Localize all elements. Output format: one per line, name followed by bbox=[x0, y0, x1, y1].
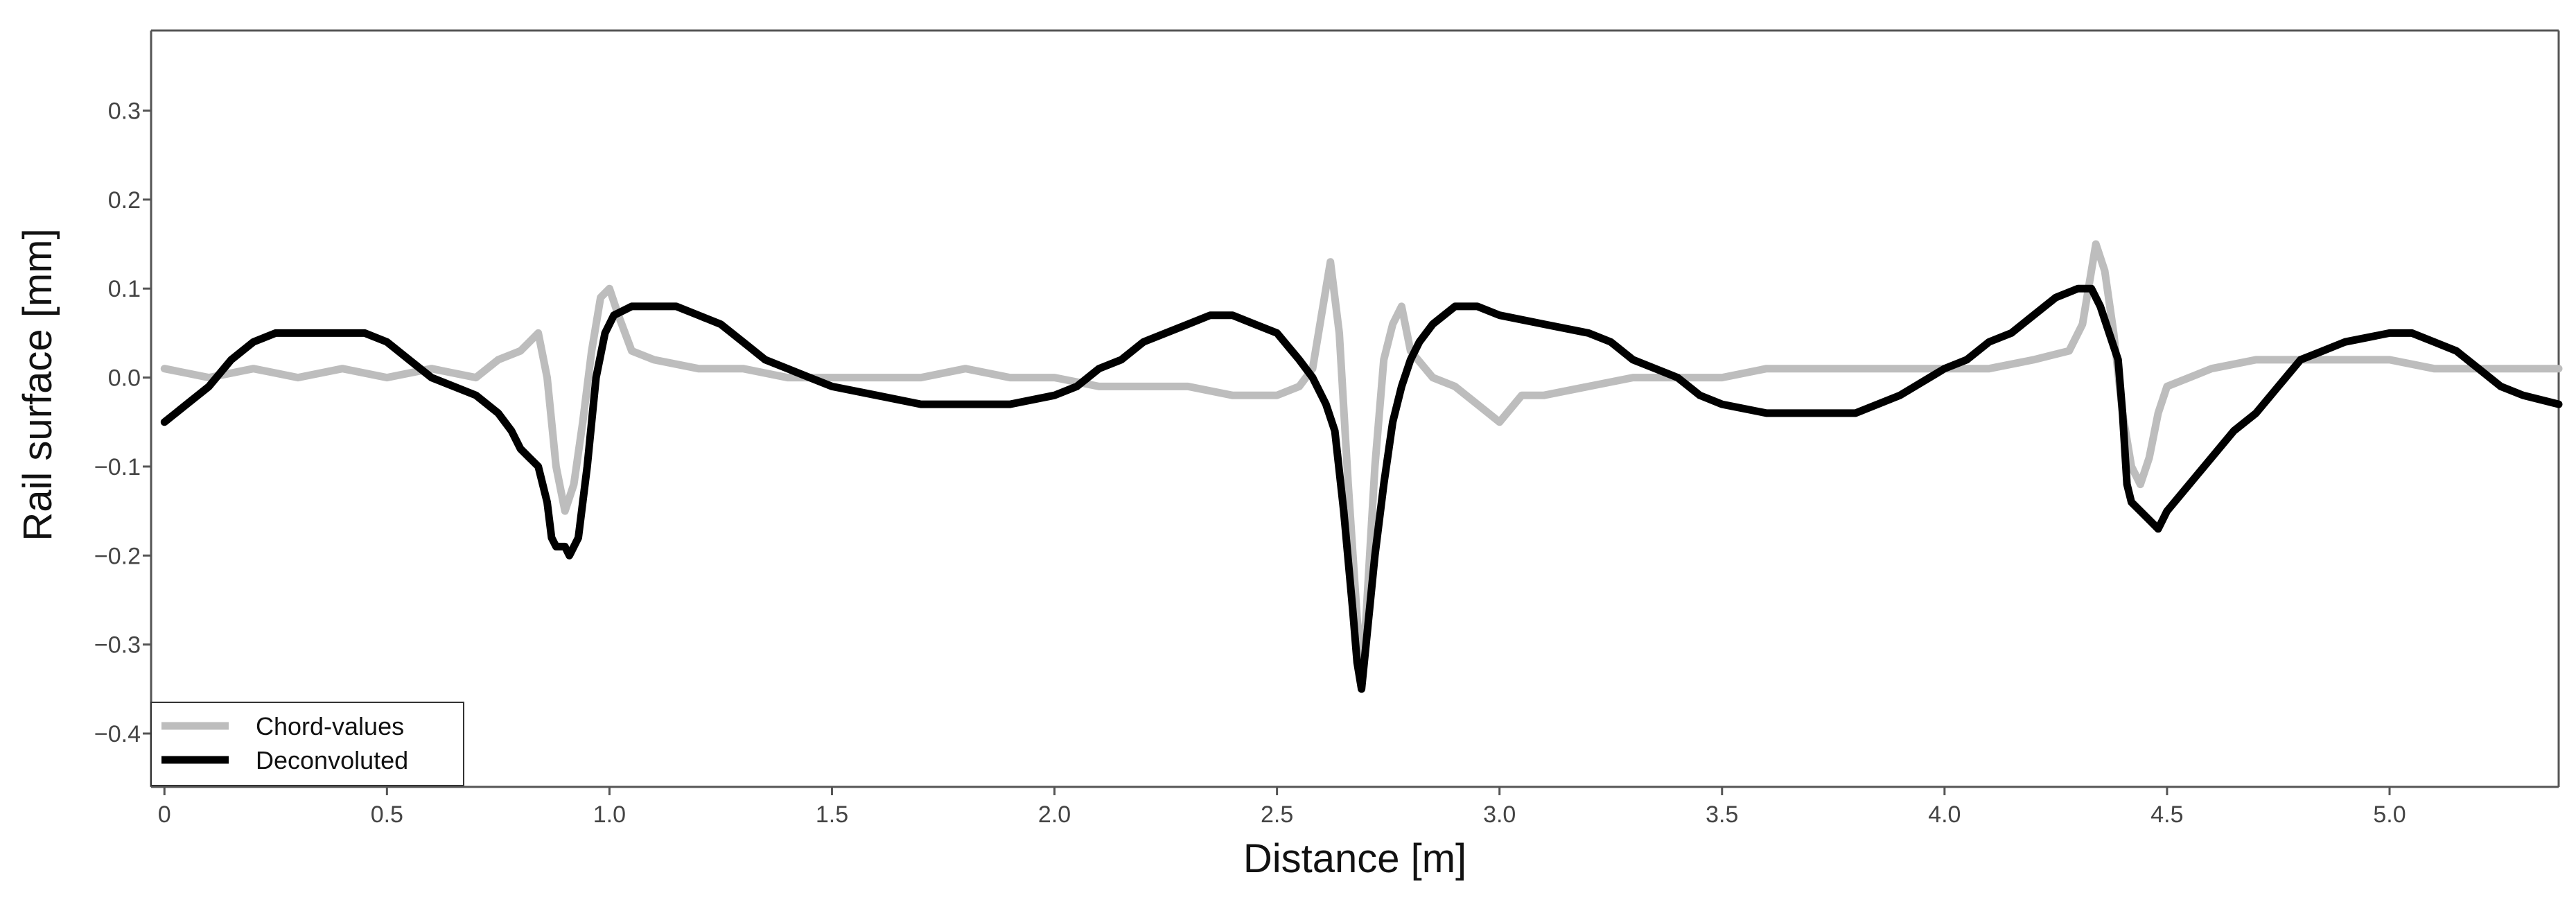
x-tick-label: 1.5 bbox=[816, 801, 848, 828]
y-tick-label: 0.3 bbox=[108, 98, 141, 125]
x-axis-ticks: 0 0.5 1.0 1.5 2.0 2.5 3.0 3.5 4.0 4.5 5.0 bbox=[158, 787, 2406, 828]
legend-label-deconvoluted: Deconvoluted bbox=[256, 746, 408, 774]
series-line-deconvoluted bbox=[160, 284, 2563, 693]
y-axis-title: Rail surface [mm] bbox=[15, 228, 60, 541]
x-tick-label: 3.0 bbox=[1483, 801, 1516, 828]
y-tick-label: 0.1 bbox=[108, 276, 141, 302]
y-tick-label: −0.3 bbox=[94, 632, 141, 659]
x-tick-label: 4.0 bbox=[1928, 801, 1961, 828]
y-tick-label: 0.2 bbox=[108, 187, 141, 214]
plot-frame bbox=[150, 29, 2560, 788]
x-tick-label: 4.5 bbox=[2150, 801, 2183, 828]
y-axis-ticks: 0.3 0.2 0.1 0.0 −0.1 −0.2 −0.3 −0.4 bbox=[94, 98, 151, 747]
x-tick-label: 0.5 bbox=[371, 801, 403, 828]
x-tick-label: 2.0 bbox=[1038, 801, 1071, 828]
legend-box bbox=[150, 702, 464, 786]
x-tick-label: 2.5 bbox=[1261, 801, 1293, 828]
y-tick-label: 0.0 bbox=[108, 365, 141, 392]
x-tick-label: 0 bbox=[158, 801, 171, 828]
x-tick-label: 1.0 bbox=[593, 801, 626, 828]
series-layer bbox=[160, 240, 2563, 693]
series-line-chord-values bbox=[160, 240, 2563, 675]
y-tick-label: −0.2 bbox=[94, 543, 141, 569]
legend: Chord-values Deconvoluted bbox=[150, 702, 464, 786]
x-tick-label: 5.0 bbox=[2373, 801, 2406, 828]
legend-label-chord-values: Chord-values bbox=[256, 712, 404, 740]
x-axis-title: Distance [m] bbox=[1243, 836, 1466, 881]
y-tick-label: −0.1 bbox=[94, 454, 141, 480]
x-tick-label: 3.5 bbox=[1706, 801, 1738, 828]
y-tick-label: −0.4 bbox=[94, 721, 141, 747]
